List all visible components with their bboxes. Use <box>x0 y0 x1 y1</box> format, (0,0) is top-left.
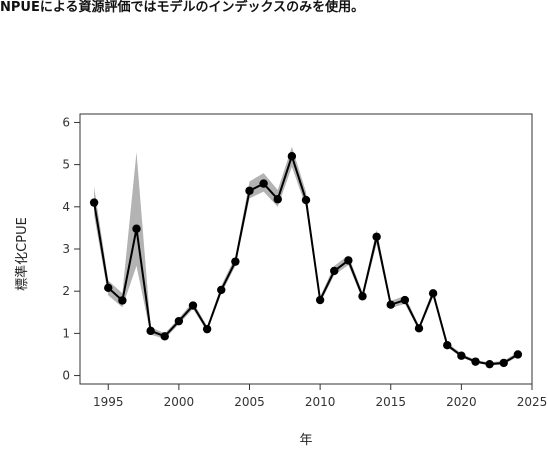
data-point <box>245 186 254 195</box>
y-axis: 0 1 2 3 4 5 6 <box>62 115 80 383</box>
x-tick-label: 2015 <box>375 395 406 409</box>
data-point <box>358 292 367 301</box>
data-point <box>231 257 240 266</box>
data-point <box>132 224 141 233</box>
y-tick-label: 0 <box>62 369 70 383</box>
data-point <box>202 324 212 334</box>
data-point <box>188 301 198 310</box>
data-point <box>217 285 226 295</box>
y-tick-label: 6 <box>62 115 70 129</box>
y-tick-label: 2 <box>62 284 70 298</box>
data-point <box>386 300 395 309</box>
data-point <box>471 357 480 366</box>
data-point <box>287 151 297 161</box>
data-point <box>104 283 113 293</box>
y-tick-label: 1 <box>62 326 70 340</box>
series-line <box>93 155 519 366</box>
x-tick-label: 2010 <box>305 395 336 409</box>
x-axis-title: 年 <box>299 433 312 448</box>
x-tick-label: 1995 <box>93 395 124 409</box>
x-axis: 1995 2000 2005 2010 2015 2020 2025 <box>93 384 547 409</box>
data-point <box>146 326 155 336</box>
plot-frame <box>79 113 533 385</box>
data-point <box>457 351 466 360</box>
y-tick-label: 4 <box>62 200 70 214</box>
data-point <box>315 295 325 305</box>
data-point <box>273 195 282 204</box>
data-point <box>414 324 424 333</box>
data-point <box>259 179 268 188</box>
confidence-band <box>94 146 518 366</box>
y-tick-label: 3 <box>62 242 70 256</box>
x-tick-label: 2020 <box>446 395 477 409</box>
data-point <box>301 195 311 205</box>
data-point <box>428 289 438 298</box>
data-point <box>499 358 508 368</box>
data-point <box>118 296 127 305</box>
top-caption: NPUEによる資源評価ではモデルのインデックスのみを使用。 <box>0 0 365 15</box>
x-tick-label: 2025 <box>517 395 548 409</box>
y-axis-title: 標準化CPUE <box>14 217 30 291</box>
x-tick-label: 2000 <box>164 395 195 409</box>
plot-area <box>89 146 523 369</box>
data-point <box>400 295 410 305</box>
data-point <box>485 359 494 369</box>
data-point <box>89 198 99 207</box>
x-tick-label: 2005 <box>234 395 265 409</box>
data-point <box>443 340 452 350</box>
data-point <box>174 316 184 326</box>
data-point <box>160 332 169 341</box>
data-point <box>330 266 339 276</box>
y-tick-label: 5 <box>62 158 70 172</box>
data-point <box>372 232 381 241</box>
data-point <box>344 256 353 265</box>
data-point <box>513 350 523 359</box>
